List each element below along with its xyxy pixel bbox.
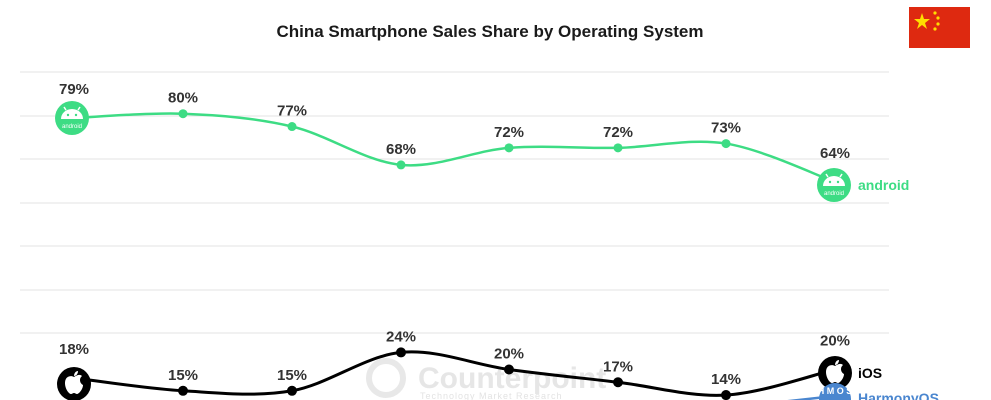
data-label-android: 64% <box>820 145 850 162</box>
android-badge-text: android <box>62 124 82 130</box>
data-label-ios: 20% <box>820 332 850 349</box>
data-label-android: 80% <box>168 90 198 107</box>
data-label-android: 79% <box>59 81 89 98</box>
series-label-android: android <box>858 177 909 193</box>
data-point-ios <box>396 347 406 358</box>
series-lines <box>73 112 836 400</box>
data-point-android <box>178 109 188 119</box>
data-point-ios <box>178 385 188 396</box>
data-point-ios <box>721 390 731 400</box>
data-point-ios <box>504 364 514 375</box>
android-logo-icon: android <box>55 101 89 135</box>
data-label-ios: 17% <box>603 358 633 375</box>
data-label-ios: 15% <box>277 367 307 384</box>
harmonyos-logo-icon: H M O S <box>818 383 853 400</box>
series-line-android <box>73 112 836 184</box>
data-label-android: 68% <box>386 141 416 158</box>
series-line-harmonyos <box>787 394 836 400</box>
data-label-ios: 18% <box>59 341 89 358</box>
watermark-tagline: Technology Market Research <box>420 391 563 400</box>
series-label-ios: iOS <box>858 365 882 381</box>
data-label-ios: 20% <box>494 345 524 362</box>
data-label-android: 77% <box>277 103 307 120</box>
apple-logo-icon <box>57 367 91 400</box>
data-point-android <box>287 122 297 132</box>
data-label-ios: 15% <box>168 367 198 384</box>
data-labels: 79% 80% 77% 68% 72% 72% 73% 64% 18% 15% 15% 24% 20% 1… <box>59 81 850 388</box>
apple-logo-icon <box>818 356 852 390</box>
data-label-android: 72% <box>603 124 633 141</box>
harmony-badge-text: H M O S <box>818 386 853 396</box>
gridlines <box>20 71 889 334</box>
series-label-harmonyos: HarmonyOS <box>858 390 939 400</box>
china-flag-icon <box>909 7 970 48</box>
data-label-android: 73% <box>711 120 741 137</box>
android-badge-text: android <box>824 191 844 197</box>
data-point-ios <box>287 385 297 396</box>
data-point-android <box>613 143 623 153</box>
data-label-ios: 14% <box>711 371 741 388</box>
android-logo-icon: android <box>817 168 851 202</box>
data-point-android <box>721 139 731 149</box>
data-label-android: 72% <box>494 124 524 141</box>
data-point-android <box>396 160 406 170</box>
data-label-ios: 24% <box>386 328 416 345</box>
data-point-ios <box>613 377 623 388</box>
chart-title: China Smartphone Sales Share by Operatin… <box>276 22 703 41</box>
data-point-android <box>504 143 514 153</box>
series-line-ios <box>73 350 836 397</box>
